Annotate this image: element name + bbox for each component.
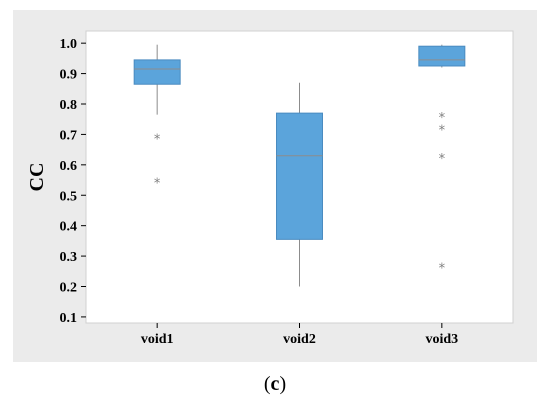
figure-caption: (c) bbox=[264, 373, 286, 395]
iqr-box bbox=[276, 112, 323, 240]
caption-letter: c bbox=[271, 373, 280, 395]
outlier-marker: * bbox=[439, 111, 446, 126]
iqr-box bbox=[418, 45, 466, 67]
y-tick-label: 0.4 bbox=[60, 220, 78, 235]
y-tick-label: 0.6 bbox=[60, 159, 78, 174]
y-tick-label: 0.3 bbox=[60, 250, 78, 265]
y-tick-label: 0.5 bbox=[60, 189, 78, 204]
caption-open-paren: ( bbox=[264, 373, 271, 395]
x-tick-label: void1 bbox=[141, 332, 174, 347]
outlier-marker: * bbox=[154, 132, 161, 147]
y-tick-label: 1.0 bbox=[60, 37, 78, 52]
y-tick-label: 0.1 bbox=[60, 311, 78, 326]
x-axis: void1 void2 void3 bbox=[141, 323, 458, 347]
box-series: ****** bbox=[133, 44, 466, 287]
outlier-marker: * bbox=[154, 177, 161, 192]
outlier-marker: * bbox=[439, 152, 446, 167]
y-tick-label: 0.2 bbox=[60, 281, 78, 296]
caption-close-paren: ) bbox=[279, 373, 286, 395]
x-tick-label: void2 bbox=[283, 332, 316, 347]
iqr-box bbox=[133, 59, 181, 85]
x-tick-label: void3 bbox=[425, 332, 458, 347]
y-axis: 0.1 0.2 0.3 0.4 0.5 0.6 0.7 0.8 0.9 1.0 bbox=[60, 37, 86, 326]
outlier-marker: * bbox=[439, 262, 446, 277]
y-tick-label: 0.7 bbox=[60, 128, 78, 143]
y-tick-label: 0.9 bbox=[60, 68, 78, 83]
y-axis-title: CC bbox=[26, 163, 48, 192]
outlier-marker: * bbox=[439, 123, 446, 138]
y-tick-label: 0.8 bbox=[60, 98, 78, 113]
